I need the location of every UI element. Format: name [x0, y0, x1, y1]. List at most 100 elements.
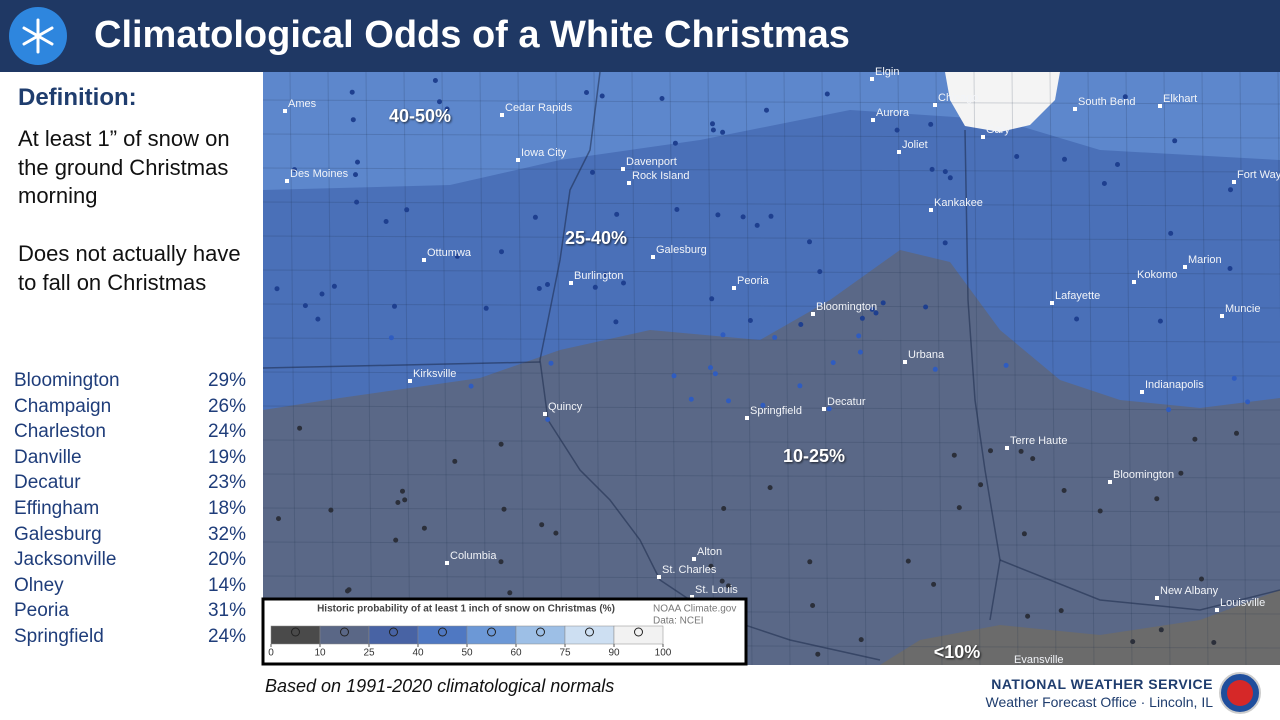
place-label: Iowa City [521, 147, 567, 159]
station-dot [452, 458, 458, 464]
county-line [262, 439, 1280, 445]
place-marker [1050, 301, 1054, 305]
place-label: Decatur [827, 396, 866, 408]
station-dot [1158, 627, 1164, 633]
station-dot [614, 211, 620, 217]
county-line [669, 71, 677, 666]
station-dot [274, 286, 280, 292]
station-dot [674, 207, 680, 212]
station-dot [1058, 608, 1064, 614]
city-odds: 20% [207, 549, 246, 571]
station-dot [297, 425, 303, 431]
place-marker [445, 561, 449, 565]
place-label: Indianapolis [1145, 379, 1204, 391]
place-label: Urbana [908, 349, 945, 361]
place-label: Evansville [1014, 654, 1064, 666]
place-marker [1005, 446, 1009, 450]
station-dot [988, 448, 993, 454]
station-dot [599, 93, 605, 99]
station-dot [592, 284, 598, 290]
map-lower-band [263, 250, 1280, 665]
county-line [479, 71, 487, 666]
station-dot [817, 269, 823, 275]
place-label: Bloomington [816, 301, 877, 313]
legend-tick-label: 90 [608, 648, 620, 659]
city-odds: 32% [207, 523, 246, 545]
station-dot [499, 249, 504, 255]
lake-michigan [945, 72, 1060, 132]
station-dot [392, 303, 397, 309]
station-dot [1227, 266, 1233, 271]
city-odds: 29% [207, 370, 246, 391]
station-dot [688, 396, 694, 402]
station-dot [956, 505, 962, 511]
county-line [262, 167, 1280, 173]
station-dot [1074, 316, 1080, 322]
place-marker [897, 150, 901, 154]
legend-tick-label: 100 [655, 648, 672, 659]
station-dot [1014, 154, 1020, 159]
county-line [1239, 71, 1247, 666]
place-marker [1108, 480, 1112, 484]
county-line [262, 235, 1280, 241]
place-label: Ottumwa [427, 247, 472, 259]
station-dot [859, 315, 865, 321]
county-line [821, 71, 829, 666]
legend-dot [585, 627, 594, 637]
place-marker [422, 258, 426, 262]
place-marker [1009, 665, 1013, 669]
region-label: <10% [934, 642, 981, 662]
station-dot [349, 89, 355, 95]
footer-agency: NATIONAL WEATHER SERVICE [991, 676, 1213, 692]
place-marker [500, 113, 504, 117]
station-dot [402, 497, 408, 503]
legend-dot [340, 627, 349, 637]
station-dot [454, 253, 460, 259]
county-line [1163, 71, 1171, 666]
definition-text: At least 1” of snow on the ground Christ… [18, 126, 230, 208]
place-marker [657, 575, 661, 579]
place-marker [929, 208, 933, 212]
county-line [745, 71, 753, 666]
city-name: Peoria [14, 600, 69, 622]
place-marker [283, 109, 287, 113]
place-label: Galesburg [656, 244, 707, 256]
place-marker [1183, 265, 1187, 269]
county-line [289, 71, 297, 666]
city-odds: 24% [207, 626, 246, 647]
place-marker [933, 103, 937, 107]
place-marker [822, 407, 826, 411]
station-dot [798, 322, 804, 327]
station-dot [553, 530, 559, 536]
place-marker [1132, 280, 1136, 284]
legend-tick-label: 25 [363, 648, 375, 659]
station-dot [1154, 496, 1160, 502]
station-dot [1030, 456, 1036, 462]
place-marker [285, 179, 289, 183]
legend-dot [291, 627, 300, 637]
place-label: Cedar Rapids [505, 102, 573, 114]
station-dot [873, 310, 879, 316]
station-dot [710, 127, 716, 133]
station-dot [345, 588, 350, 594]
legend-title: Historic probability of at least 1 inch … [317, 604, 615, 615]
place-marker [903, 360, 907, 364]
station-dot [432, 78, 438, 83]
station-dot [1122, 94, 1128, 100]
station-dot [1018, 448, 1024, 454]
station-dot [621, 280, 626, 286]
county-line [1049, 71, 1057, 666]
legend-dot [438, 627, 447, 637]
station-dot [772, 335, 778, 340]
place-marker [745, 416, 749, 420]
place-marker [981, 135, 985, 139]
place-marker [651, 255, 655, 259]
station-dot [931, 581, 937, 587]
city-odds: 24% [207, 421, 246, 443]
station-dot [824, 91, 830, 97]
place-marker [1232, 180, 1236, 184]
legend-tick-label: 10 [314, 648, 326, 659]
station-dot [709, 296, 715, 302]
station-dot [764, 107, 769, 113]
